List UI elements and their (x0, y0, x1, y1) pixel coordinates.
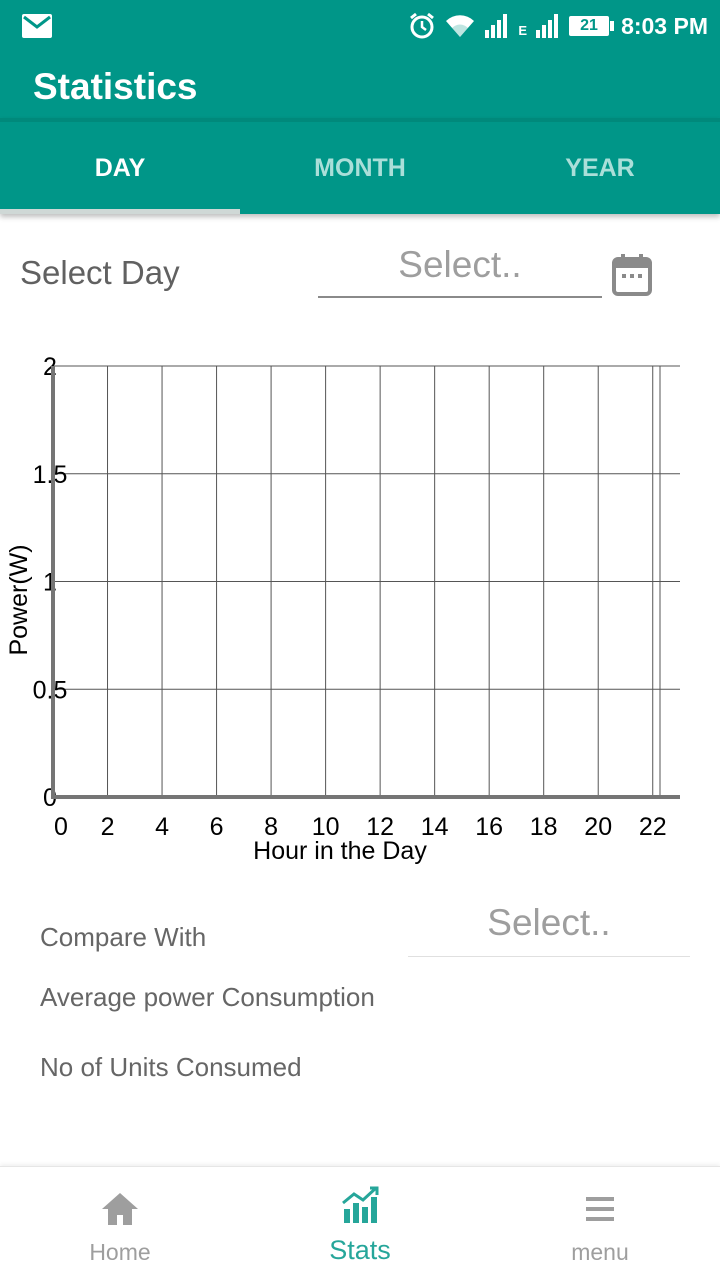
select-day-label: Select Day (20, 254, 180, 291)
x-tick-label: 0 (54, 813, 68, 841)
calendar-icon[interactable] (612, 254, 652, 296)
tab-year[interactable]: YEAR (565, 154, 635, 182)
tab-bar: DAY MONTH YEAR (0, 118, 720, 214)
wifi-icon (446, 15, 475, 37)
x-tick-label: 10 (312, 813, 340, 841)
x-tick-label: 18 (530, 813, 558, 841)
y-axis-label: Power(W) (5, 544, 33, 655)
compare-with-select[interactable]: Select.. (408, 902, 690, 957)
bottom-navigation: Home Stats menu (0, 1166, 720, 1281)
nav-home[interactable]: Home (0, 1167, 240, 1281)
power-chart: 0 2 4 6 8 10 12 14 16 18 20 22 00.511.52 Hour in th… (5, 355, 680, 865)
signal-icon-2 (536, 14, 559, 38)
compare-with-label: Compare With (40, 922, 207, 952)
x-tick-label: 22 (639, 813, 667, 841)
tab-day[interactable]: DAY (94, 154, 146, 182)
status-time: 8:03 PM (621, 12, 708, 39)
y-tick-label: 0.5 (33, 676, 68, 704)
home-icon (102, 1193, 138, 1225)
nav-stats-label: Stats (329, 1235, 391, 1265)
stats-icon (342, 1186, 379, 1223)
status-bar: E 21 8:03 PM (0, 0, 720, 52)
signal-icon (485, 14, 508, 38)
x-tick-label: 16 (475, 813, 503, 841)
nav-home-label: Home (89, 1239, 151, 1265)
x-tick-label: 2 (101, 813, 115, 841)
mail-icon (22, 14, 52, 38)
menu-icon (586, 1197, 614, 1221)
x-tick-label: 14 (421, 813, 449, 841)
nav-menu[interactable]: menu (480, 1167, 720, 1281)
x-tick-label: 4 (155, 813, 169, 841)
network-type: E (518, 23, 528, 38)
page-title: Statistics (33, 66, 198, 107)
x-tick-label: 6 (210, 813, 224, 841)
x-tick-label: 20 (584, 813, 612, 841)
tab-indicator (0, 209, 240, 214)
app-bar: Statistics (0, 52, 720, 118)
battery-icon: 21 (569, 16, 615, 36)
x-tick-label: 8 (264, 813, 278, 841)
average-power-label: Average power Consumption (40, 982, 375, 1012)
nav-stats[interactable]: Stats (240, 1167, 480, 1281)
units-consumed-label: No of Units Consumed (40, 1052, 302, 1082)
tab-month[interactable]: MONTH (314, 154, 406, 182)
y-tick-label: 1.5 (33, 461, 68, 489)
x-axis-label: Hour in the Day (253, 837, 427, 865)
select-day-input[interactable]: Select.. (318, 244, 602, 298)
x-tick-label: 12 (366, 813, 394, 841)
nav-menu-label: menu (571, 1239, 629, 1265)
alarm-icon (410, 12, 435, 39)
